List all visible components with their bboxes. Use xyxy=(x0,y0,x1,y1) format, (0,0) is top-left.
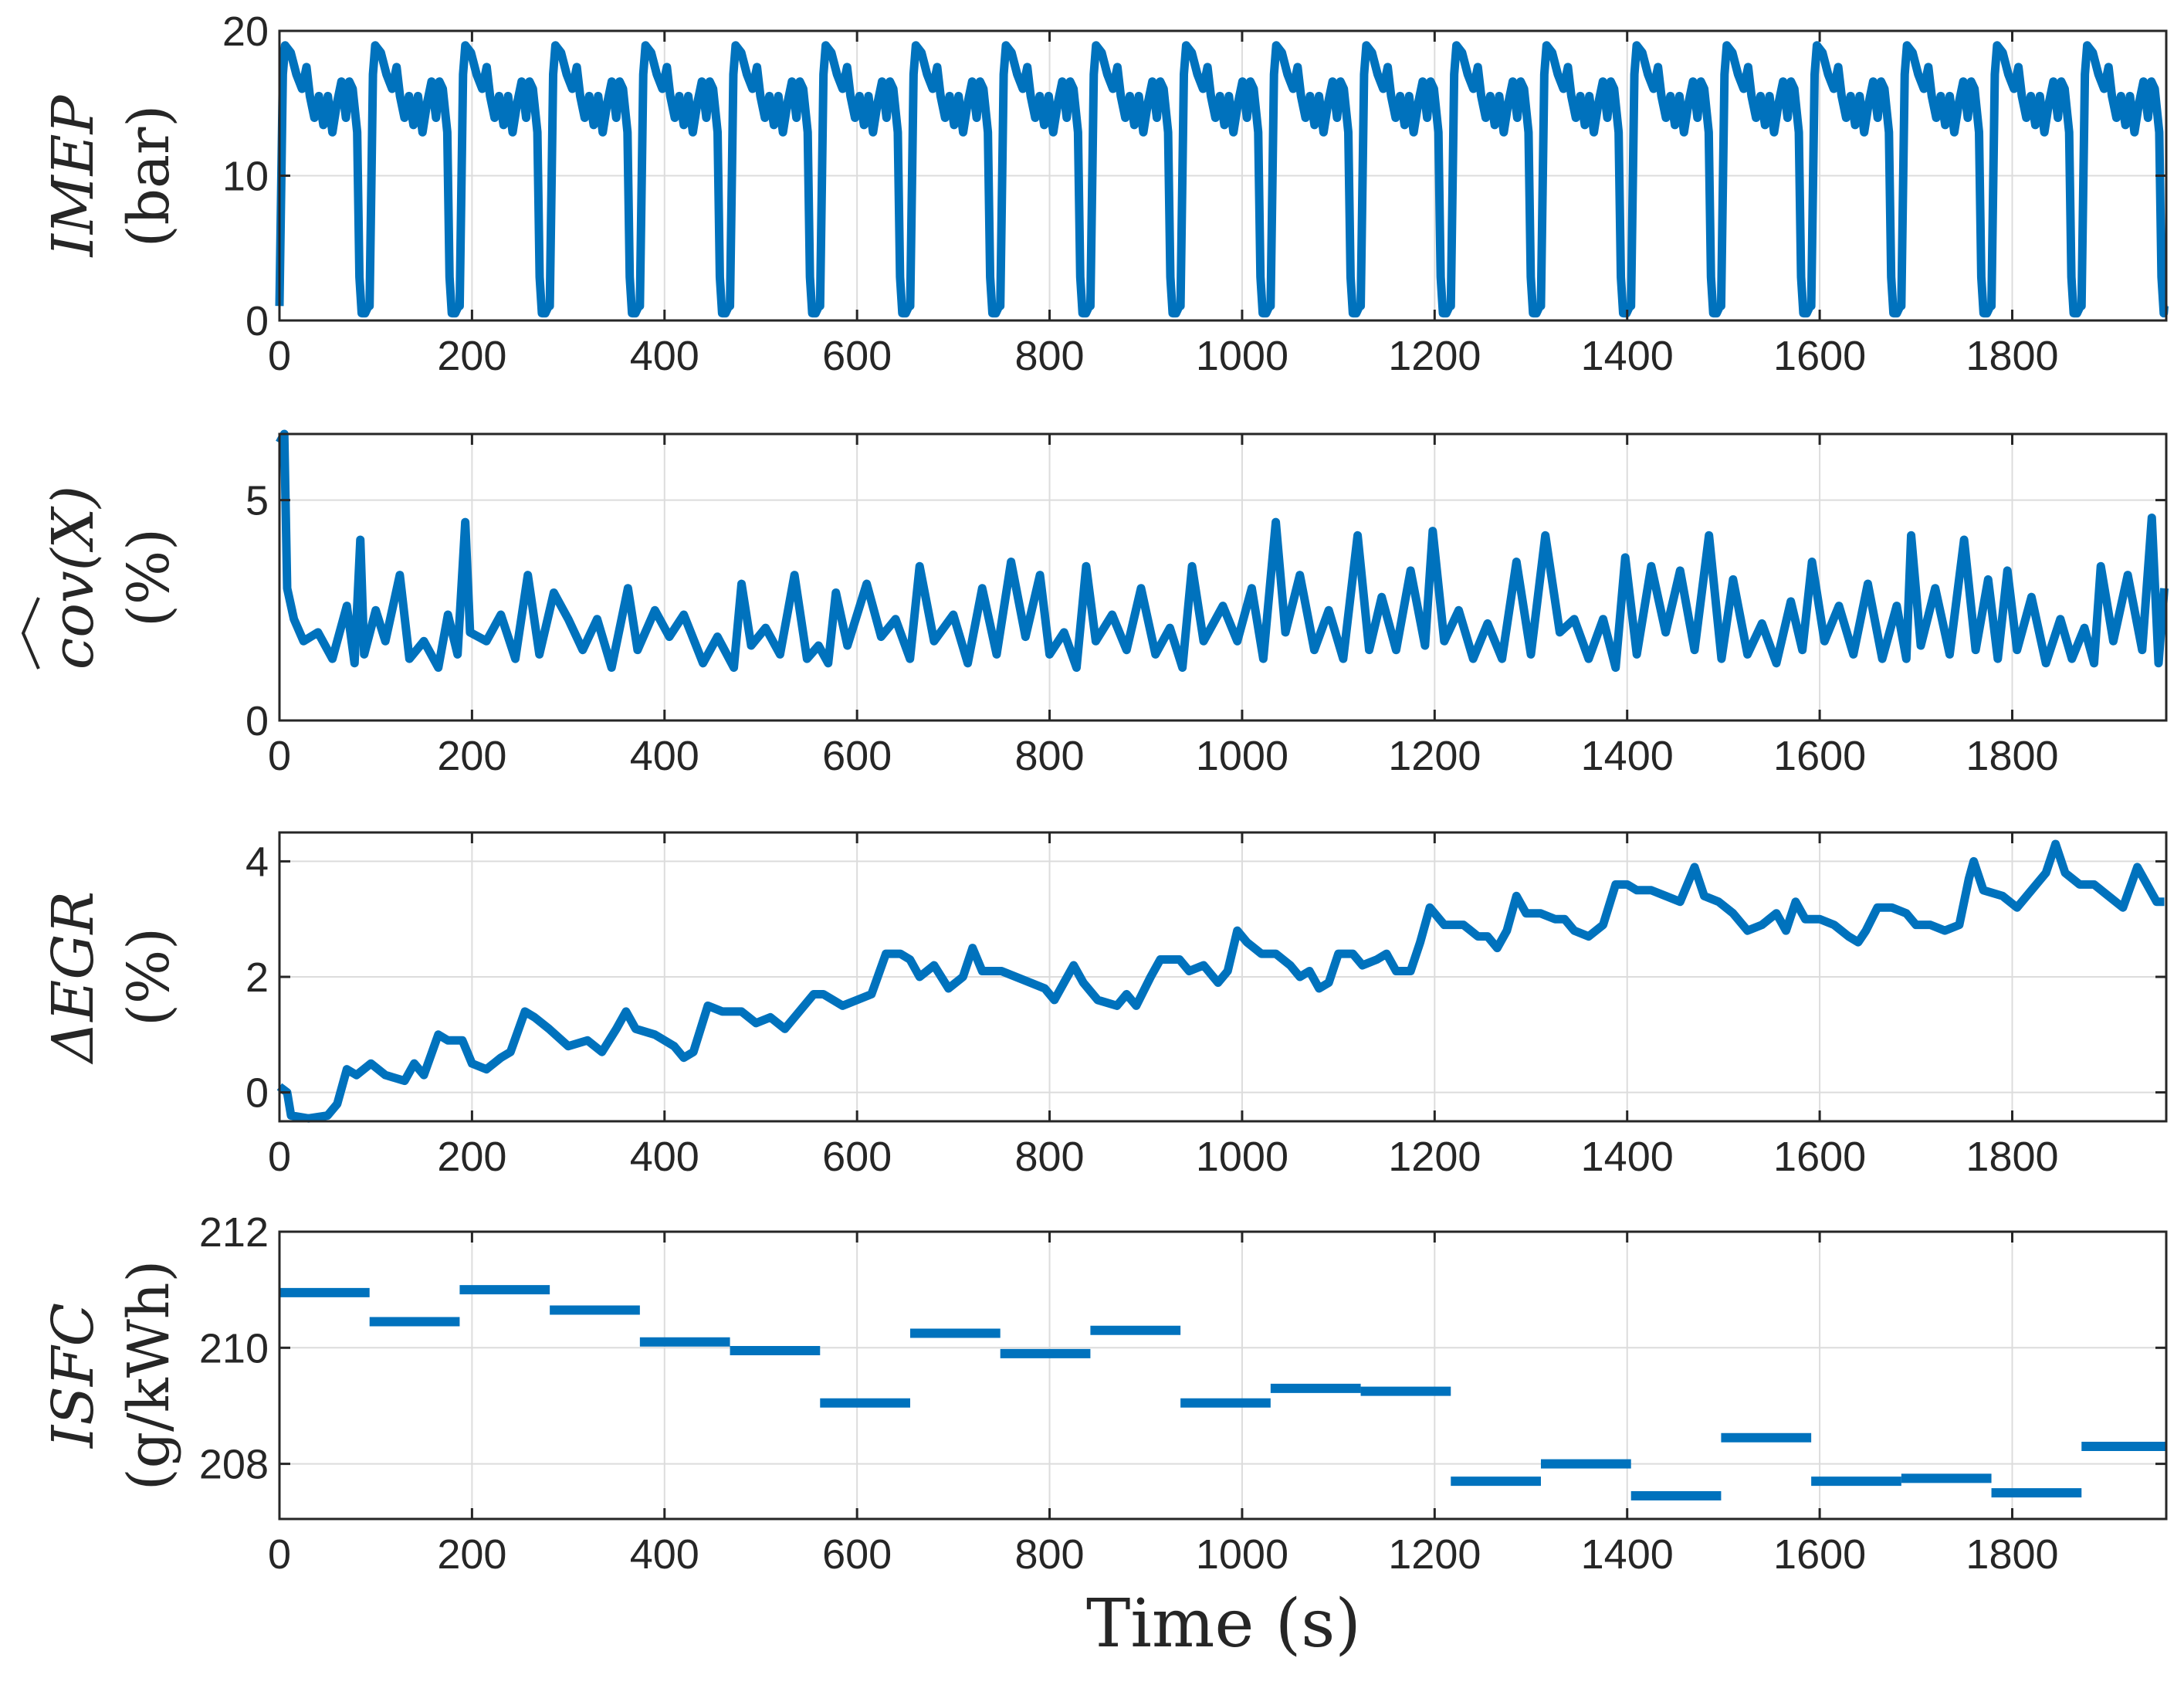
x-tick-label: 1600 xyxy=(1773,333,1866,379)
y-tick-label: 4 xyxy=(245,839,269,885)
y-axis-label: ΔEGR (%) xyxy=(40,891,182,1065)
x-tick-label: 1600 xyxy=(1773,1531,1866,1578)
x-tick-label: 1400 xyxy=(1581,1134,1674,1180)
x-axis-label: Time (s) xyxy=(1086,1585,1361,1663)
x-tick-label: 600 xyxy=(822,1531,892,1578)
x-tick-label: 1200 xyxy=(1388,1134,1481,1180)
panel-cov: 0 200 400 600 800 1000 1200 1400 1600 1800 0 5 cov(X… xyxy=(21,429,2169,779)
x-tick-label: 400 xyxy=(630,1134,699,1180)
x-tick-label: 600 xyxy=(822,333,892,379)
y-tick-label: 0 xyxy=(245,1070,269,1117)
y-axis-label: IMEP (bar) xyxy=(40,94,182,258)
x-tick-label: 1000 xyxy=(1196,1531,1288,1578)
y-tick-label: 0 xyxy=(245,698,269,744)
x-tick-label: 600 xyxy=(822,1134,892,1180)
y-tick-label: 10 xyxy=(222,154,269,200)
y-axis-label-unit: (bar) xyxy=(116,105,182,248)
x-tick-label: 1400 xyxy=(1581,1531,1674,1578)
x-tick-label: 1200 xyxy=(1388,733,1481,779)
x-tick-label: 400 xyxy=(630,333,699,379)
y-axis-label-unit: (g/kWh) xyxy=(116,1260,182,1491)
y-tick-label: 5 xyxy=(245,478,269,524)
x-tick-label: 1800 xyxy=(1966,333,2058,379)
y-axis-label: ISFC (g/kWh) xyxy=(40,1260,182,1491)
y-axis-label-main: ΔEGR xyxy=(40,891,107,1065)
y-axis-label-main: cov(X) xyxy=(40,486,107,670)
x-tick-label: 1800 xyxy=(1966,1531,2058,1578)
y-axis-label-main: ISFC xyxy=(40,1303,107,1449)
x-tick-label: 1000 xyxy=(1196,333,1288,379)
y-axis-label-unit: (%) xyxy=(116,528,182,627)
x-tick-label: 1600 xyxy=(1773,1134,1866,1180)
x-tick-label: 200 xyxy=(437,1531,506,1578)
x-tick-label: 1200 xyxy=(1388,333,1481,379)
x-tick-label: 1000 xyxy=(1196,1134,1288,1180)
x-tick-label: 0 xyxy=(268,1531,291,1578)
x-tick-label: 200 xyxy=(437,733,506,779)
degr-series-line xyxy=(276,839,2165,1123)
x-tick-label: 1800 xyxy=(1966,733,2058,779)
x-tick-label: 0 xyxy=(268,733,291,779)
imep-series-line xyxy=(275,41,2169,318)
x-tick-label: 1800 xyxy=(1966,1134,2058,1180)
x-tick-label: 400 xyxy=(630,733,699,779)
y-tick-label: 212 xyxy=(199,1209,269,1256)
y-axis-label-unit: (%) xyxy=(116,927,182,1026)
y-tick-label: 20 xyxy=(222,8,269,55)
panel-degr: 0 200 400 600 800 1000 1200 1400 1600 1800 0 2 4 ΔEGR… xyxy=(40,831,2168,1180)
x-tick-label: 600 xyxy=(822,733,892,779)
x-tick-label: 0 xyxy=(268,1134,291,1180)
y-tick-label: 208 xyxy=(199,1442,269,1488)
y-tick-label: 2 xyxy=(245,954,269,1001)
x-tick-label: 400 xyxy=(630,1531,699,1578)
x-tick-label: 200 xyxy=(437,1134,506,1180)
axes-frame xyxy=(278,1230,2168,1521)
y-tick-label: 210 xyxy=(199,1325,269,1371)
x-tick-label: 200 xyxy=(437,333,506,379)
x-tick-label: 800 xyxy=(1014,1531,1084,1578)
x-tick-label: 1400 xyxy=(1581,333,1674,379)
panel-imep: 0 200 400 600 800 1000 1200 1400 1600 1800 0 10 20 IM… xyxy=(40,8,2169,379)
x-tick-label: 800 xyxy=(1014,733,1084,779)
x-tick-label: 1200 xyxy=(1388,1531,1481,1578)
y-axis-label: cov(X) (%) xyxy=(21,486,182,670)
cov-series-line xyxy=(276,429,2169,673)
x-tick-label: 800 xyxy=(1014,333,1084,379)
panel-isfc: 0 200 400 600 800 1000 1200 1400 1600 1800 208 210 2… xyxy=(40,1209,2168,1578)
x-tick-label: 800 xyxy=(1014,1134,1084,1180)
axes-frame xyxy=(278,432,2168,722)
x-tick-label: 0 xyxy=(268,333,291,379)
x-tick-label: 1400 xyxy=(1581,733,1674,779)
x-tick-label: 1600 xyxy=(1773,733,1866,779)
y-axis-label-main: IMEP xyxy=(40,94,107,258)
y-tick-label: 0 xyxy=(245,298,269,344)
x-tick-label: 1000 xyxy=(1196,733,1288,779)
cov-hat-accent xyxy=(21,597,40,670)
